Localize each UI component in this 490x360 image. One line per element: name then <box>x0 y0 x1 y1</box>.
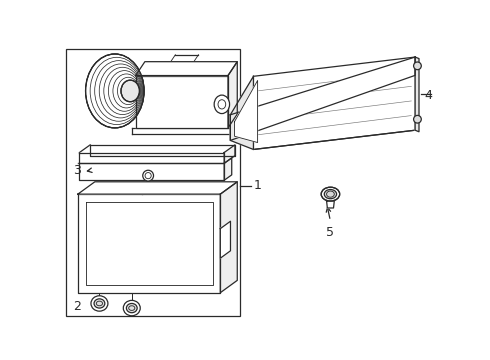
Polygon shape <box>228 62 237 128</box>
Ellipse shape <box>86 54 144 128</box>
Polygon shape <box>220 182 237 293</box>
Polygon shape <box>235 81 258 143</box>
Polygon shape <box>415 57 419 132</box>
Ellipse shape <box>91 296 108 311</box>
Ellipse shape <box>126 303 137 313</box>
Polygon shape <box>224 158 232 180</box>
Text: 5: 5 <box>326 226 335 239</box>
Ellipse shape <box>143 170 153 181</box>
Text: 3: 3 <box>74 164 81 177</box>
Polygon shape <box>327 201 334 208</box>
Polygon shape <box>230 76 253 149</box>
Text: 2: 2 <box>74 300 81 313</box>
Ellipse shape <box>324 189 337 199</box>
Text: 1: 1 <box>253 179 261 192</box>
Ellipse shape <box>123 300 140 316</box>
Polygon shape <box>136 62 237 76</box>
Text: 4: 4 <box>424 89 432 102</box>
Polygon shape <box>79 163 224 180</box>
Polygon shape <box>79 153 224 163</box>
Ellipse shape <box>414 116 421 123</box>
Ellipse shape <box>121 80 140 102</box>
Polygon shape <box>86 202 213 285</box>
Polygon shape <box>78 194 221 293</box>
Ellipse shape <box>94 299 105 308</box>
Polygon shape <box>90 145 235 156</box>
Polygon shape <box>253 57 415 149</box>
Ellipse shape <box>414 62 421 70</box>
Polygon shape <box>230 57 415 140</box>
Bar <box>66 49 240 316</box>
Polygon shape <box>220 221 230 258</box>
Polygon shape <box>78 182 237 194</box>
Polygon shape <box>136 76 228 128</box>
Ellipse shape <box>321 187 340 201</box>
Polygon shape <box>224 145 235 163</box>
Ellipse shape <box>214 95 229 113</box>
